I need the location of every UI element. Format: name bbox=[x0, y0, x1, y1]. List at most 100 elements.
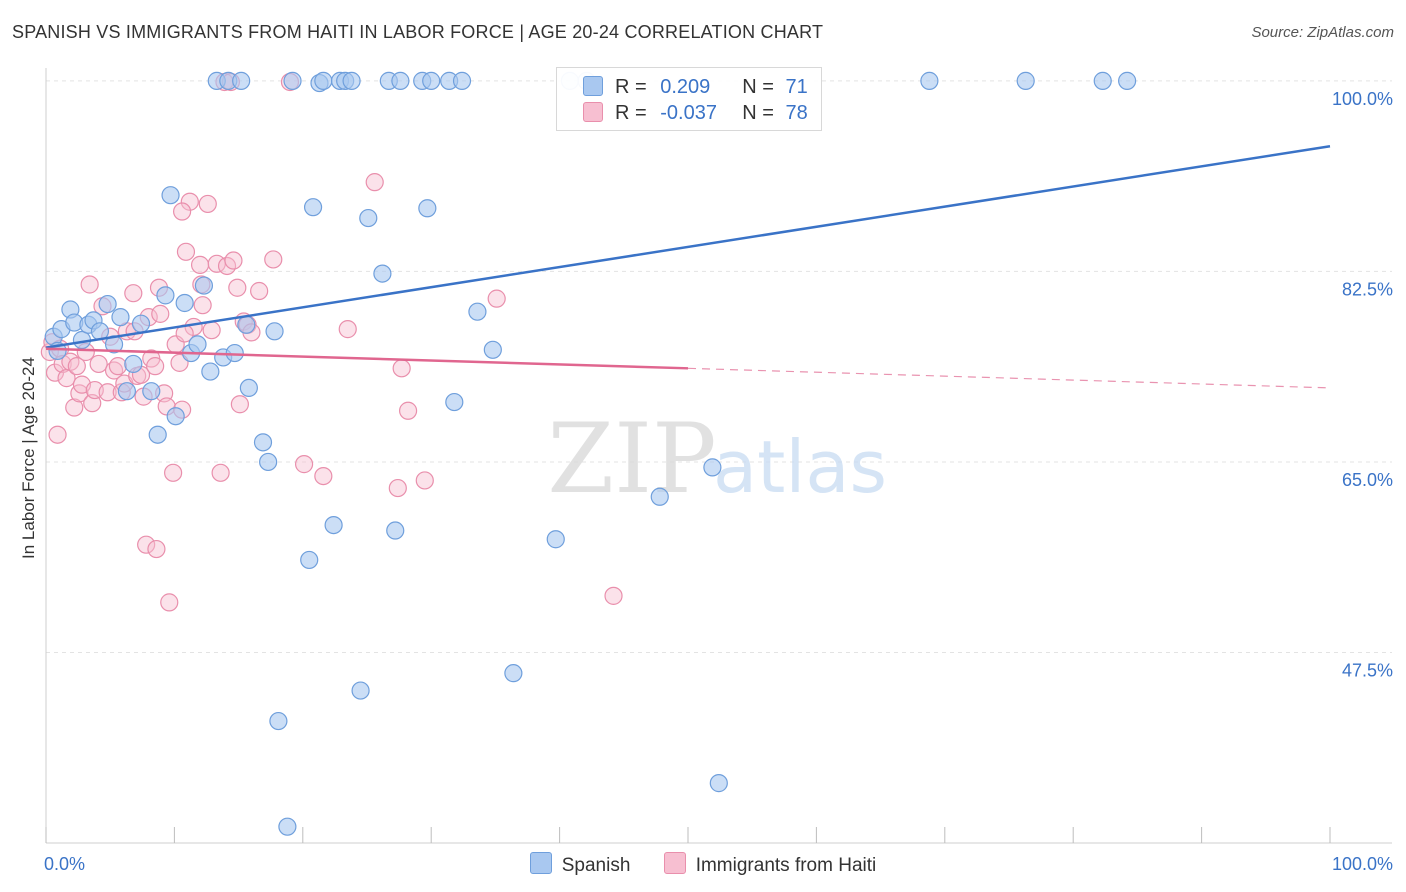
y-axis-label: In Labor Force | Age 20-24 bbox=[19, 357, 38, 559]
haiti-point bbox=[190, 255, 210, 274]
haiti-point bbox=[147, 539, 166, 559]
spanish-series-points bbox=[44, 71, 1137, 836]
spanish-point bbox=[504, 664, 523, 683]
spanish-point bbox=[111, 308, 130, 327]
haiti-legend-swatch-icon bbox=[663, 852, 686, 874]
spanish-point bbox=[650, 487, 669, 506]
haiti-point bbox=[193, 296, 212, 315]
haiti-point bbox=[173, 202, 192, 221]
spanish-point bbox=[445, 392, 464, 412]
watermark: ZIP atlas bbox=[547, 403, 887, 515]
spanish-point bbox=[386, 521, 405, 540]
haiti-point bbox=[264, 250, 283, 269]
y-tick-label: 82.5% bbox=[1342, 279, 1393, 299]
legend-haiti-n-label: N = bbox=[742, 102, 774, 124]
spanish-point bbox=[156, 286, 175, 305]
spanish-point bbox=[253, 433, 273, 452]
spanish-point bbox=[391, 71, 410, 90]
haiti-point bbox=[160, 593, 179, 612]
spanish-point bbox=[709, 774, 728, 793]
series-legend: Spanish Immigrants from Haiti bbox=[0, 852, 1406, 877]
spanish-point bbox=[175, 293, 194, 313]
haiti-point bbox=[146, 357, 165, 376]
spanish-point bbox=[359, 208, 378, 228]
haiti-point bbox=[250, 281, 269, 301]
spanish-trend-line bbox=[45, 144, 1331, 349]
x-tick-label: 100.0% bbox=[1332, 854, 1393, 874]
legend-spanish-n-label: N = bbox=[742, 76, 774, 98]
y-tick-label: 100.0% bbox=[1332, 89, 1393, 109]
haiti-point bbox=[48, 425, 67, 444]
spanish-point bbox=[148, 425, 167, 444]
chart-source: Source: ZipAtlas.com bbox=[1251, 24, 1394, 41]
series-legend-haiti[interactable]: Immigrants from Haiti bbox=[663, 852, 877, 877]
spanish-point bbox=[1118, 71, 1137, 90]
haiti-point bbox=[98, 383, 117, 402]
spanish-point bbox=[300, 550, 319, 570]
watermark-zip: ZIP bbox=[547, 403, 716, 515]
haiti-point bbox=[89, 354, 108, 374]
legend-row-haiti: R = -0.037 N = 78 bbox=[583, 102, 808, 128]
haiti-point bbox=[198, 194, 217, 214]
series-legend-spanish[interactable]: Spanish bbox=[529, 852, 631, 877]
spanish-point bbox=[468, 302, 487, 321]
series-legend-haiti-label: Immigrants from Haiti bbox=[695, 855, 877, 876]
spanish-point bbox=[1016, 71, 1035, 90]
spanish-point bbox=[269, 711, 288, 731]
haiti-point bbox=[224, 251, 243, 270]
haiti-point bbox=[228, 278, 247, 297]
haiti-point bbox=[487, 289, 506, 308]
haiti-trend-line bbox=[45, 347, 689, 370]
spanish-point bbox=[920, 71, 939, 90]
haiti-trend-line-extension bbox=[687, 367, 1331, 389]
y-tick-label: 65.0% bbox=[1342, 470, 1393, 490]
legend-row-spanish: R = 0.209 N = 71 bbox=[583, 76, 808, 102]
legend-haiti-n-value: 78 bbox=[785, 102, 808, 124]
spanish-point bbox=[201, 362, 220, 381]
x-tick-label: 0.0% bbox=[44, 854, 85, 874]
legend-spanish-r-label: R = bbox=[615, 76, 647, 98]
spanish-point bbox=[452, 71, 472, 90]
haiti-point bbox=[65, 398, 84, 417]
haiti-point bbox=[137, 535, 156, 554]
spanish-point bbox=[131, 314, 151, 333]
legend-haiti-r-value: -0.037 bbox=[660, 102, 717, 124]
spanish-point bbox=[259, 452, 278, 472]
haiti-point bbox=[180, 192, 199, 211]
spanish-point bbox=[166, 407, 185, 426]
spanish-point bbox=[188, 335, 207, 354]
spanish-point bbox=[237, 315, 256, 334]
spanish-point bbox=[142, 382, 161, 401]
haiti-point bbox=[604, 586, 623, 605]
spanish-point bbox=[283, 71, 302, 90]
haiti-point bbox=[170, 353, 189, 372]
haiti-point bbox=[365, 173, 384, 192]
spanish-point bbox=[278, 817, 297, 836]
spanish-point bbox=[232, 71, 251, 90]
spanish-point bbox=[161, 186, 180, 205]
haiti-point bbox=[80, 275, 99, 294]
spanish-point bbox=[324, 515, 343, 535]
tick-labels: 100.0% 82.5% 65.0% 47.5% 0.0% 100.0% bbox=[44, 89, 1393, 874]
spanish-point bbox=[422, 71, 441, 90]
haiti-point bbox=[151, 304, 170, 323]
spanish-swatch-icon bbox=[583, 76, 603, 96]
spanish-point bbox=[342, 71, 361, 90]
haiti-point bbox=[398, 401, 418, 420]
spanish-legend-swatch-icon bbox=[529, 852, 552, 874]
spanish-point bbox=[703, 458, 722, 477]
haiti-point bbox=[176, 242, 196, 261]
grid-lines bbox=[46, 80, 1392, 653]
spanish-point bbox=[239, 378, 258, 398]
trend-lines bbox=[45, 144, 1331, 389]
axes bbox=[45, 68, 1392, 844]
spanish-point bbox=[314, 71, 333, 90]
haiti-point bbox=[67, 357, 86, 376]
series-legend-spanish-label: Spanish bbox=[561, 855, 631, 876]
haiti-point bbox=[338, 320, 357, 339]
spanish-point bbox=[117, 382, 136, 401]
haiti-point bbox=[108, 357, 128, 376]
spanish-point bbox=[98, 294, 117, 314]
spanish-point bbox=[351, 681, 370, 700]
